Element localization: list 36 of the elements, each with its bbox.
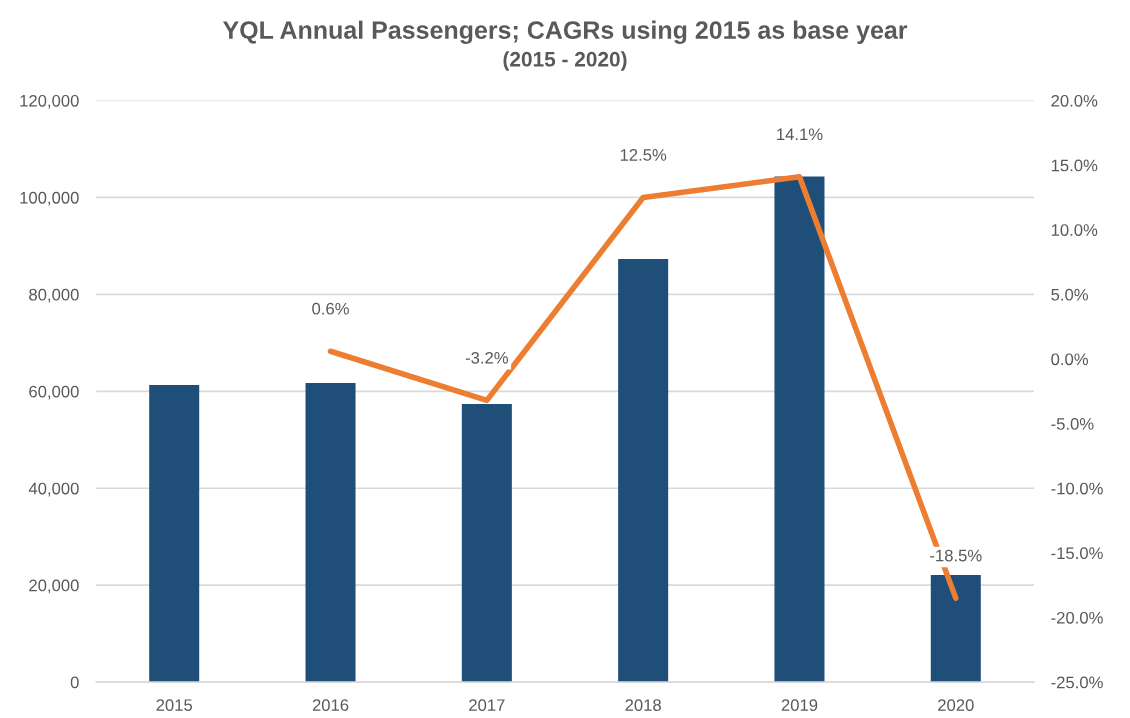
y-tick-label: 20,000: [29, 579, 79, 594]
bar: [618, 259, 669, 683]
y2-tick-label: -10.0%: [1051, 482, 1103, 495]
y-tick-label: 100,000: [20, 191, 79, 206]
y2-tick-label: 0.0%: [1051, 353, 1089, 366]
y2-tick-label: 5.0%: [1051, 288, 1089, 301]
y-tick-label: 60,000: [29, 385, 79, 400]
data-label: -3.2%: [465, 351, 509, 364]
y-tick-label: 40,000: [28, 482, 79, 497]
y-tick-label: 120,000: [20, 94, 79, 109]
y2-tick-label: -20.0%: [1051, 611, 1103, 624]
data-label: 0.6%: [312, 302, 349, 315]
y2-tick-label: 20.0%: [1051, 94, 1098, 107]
y2-tick-label: 15.0%: [1051, 159, 1098, 172]
data-label: 14.1%: [777, 128, 823, 141]
chart-title: YQL Annual Passengers; CAGRs using 2015 as base year: [222, 20, 908, 45]
bar: [305, 383, 356, 683]
x-tick-label: 2019: [781, 699, 818, 712]
y2-tick-label: -5.0%: [1051, 418, 1094, 430]
y2-tick-label: -15.0%: [1051, 547, 1103, 560]
x-tick-label: 2017: [469, 699, 505, 712]
y-tick-label: 0: [70, 676, 79, 689]
data-label: -18.5%: [930, 549, 982, 562]
data-label: 12.5%: [620, 149, 667, 161]
y-tick-label: 80,000: [29, 288, 79, 303]
chart-subtitle: (2015 - 2020): [503, 51, 627, 71]
bar: [774, 176, 825, 683]
x-tick-label: 2018: [625, 699, 661, 712]
x-tick-label: 2015: [156, 699, 193, 712]
bar: [930, 574, 981, 683]
bar: [149, 385, 200, 683]
bar: [461, 403, 512, 683]
x-tick-label: 2020: [938, 699, 974, 712]
y2-tick-label: 10.0%: [1051, 224, 1098, 236]
y2-tick-label: -25.0%: [1051, 676, 1103, 689]
x-tick-label: 2016: [312, 699, 349, 712]
